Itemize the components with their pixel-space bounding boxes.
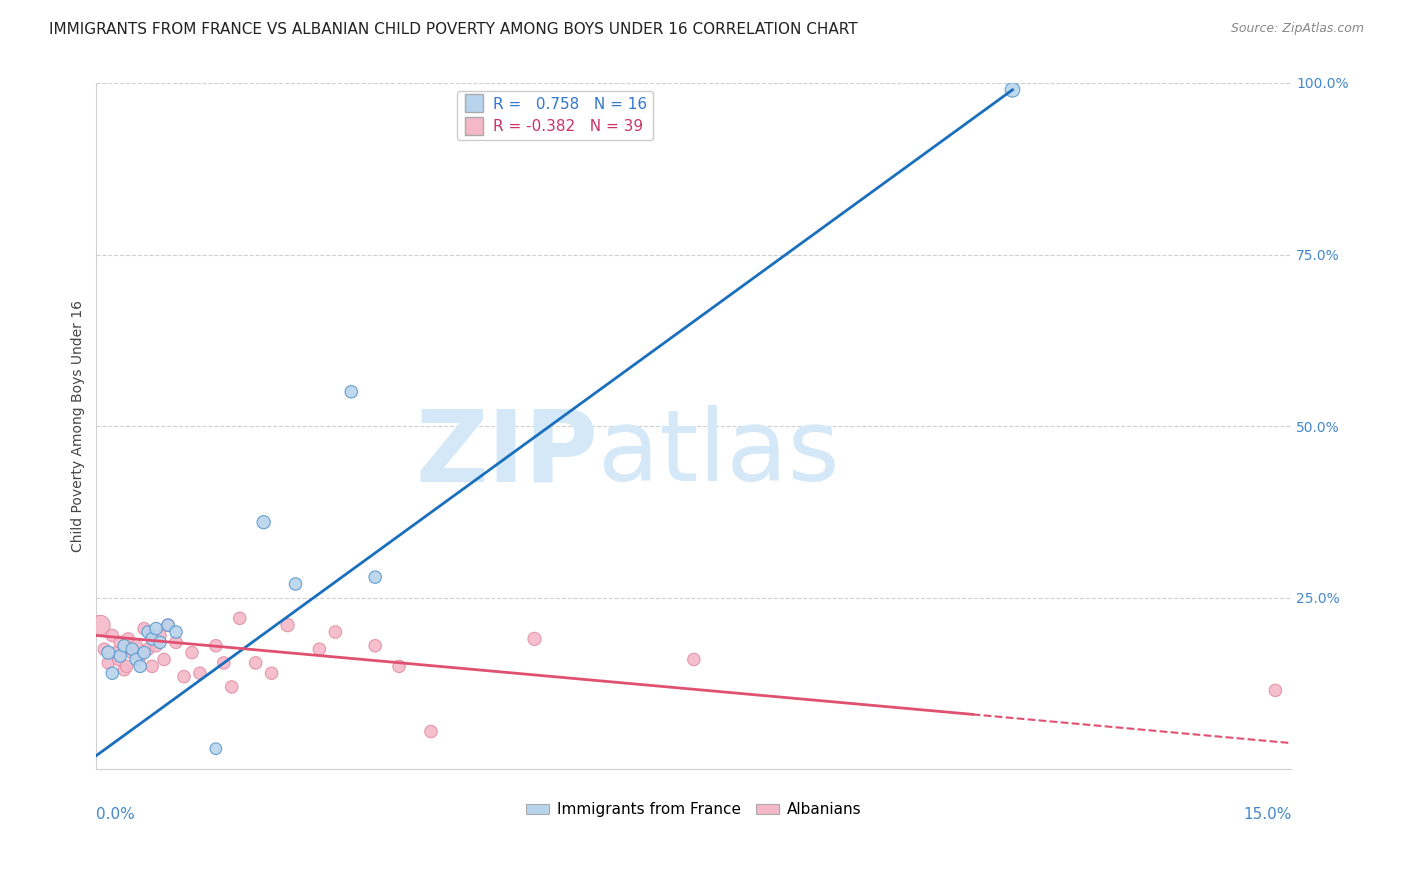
Point — [523, 632, 546, 646]
Point — [117, 632, 139, 646]
Point — [107, 652, 129, 666]
Text: 0.0%: 0.0% — [97, 807, 135, 822]
Text: IMMIGRANTS FROM FRANCE VS ALBANIAN CHILD POVERTY AMONG BOYS UNDER 16 CORRELATION: IMMIGRANTS FROM FRANCE VS ALBANIAN CHILD… — [49, 22, 858, 37]
Text: 15.0%: 15.0% — [1243, 807, 1291, 822]
Point — [245, 656, 267, 670]
Point — [173, 670, 195, 684]
Point — [682, 652, 704, 666]
Point — [93, 642, 115, 657]
Point — [112, 639, 135, 653]
Point — [157, 618, 180, 632]
Point — [165, 625, 187, 640]
Point — [136, 625, 159, 640]
Point — [325, 625, 347, 640]
Point — [141, 659, 163, 673]
Point — [340, 384, 363, 399]
Point — [134, 622, 156, 636]
Point — [97, 646, 120, 660]
Point — [188, 666, 211, 681]
Point — [112, 663, 135, 677]
Point — [181, 646, 204, 660]
Point — [388, 659, 411, 673]
Point — [136, 642, 159, 657]
Point — [364, 570, 387, 584]
Point — [364, 639, 387, 653]
Point — [205, 741, 228, 756]
Point — [221, 680, 243, 694]
Point — [420, 724, 443, 739]
Point — [153, 652, 176, 666]
Point — [229, 611, 252, 625]
Text: Source: ZipAtlas.com: Source: ZipAtlas.com — [1230, 22, 1364, 36]
Point — [253, 515, 276, 529]
Point — [260, 666, 283, 681]
Legend: Immigrants from France, Albanians: Immigrants from France, Albanians — [520, 797, 868, 823]
Point — [284, 577, 307, 591]
Y-axis label: Child Poverty Among Boys Under 16: Child Poverty Among Boys Under 16 — [72, 300, 86, 552]
Point — [1001, 83, 1024, 97]
Point — [110, 648, 132, 663]
Text: atlas: atlas — [598, 405, 839, 502]
Point — [129, 659, 152, 673]
Text: ZIP: ZIP — [415, 405, 598, 502]
Point — [149, 635, 172, 649]
Point — [157, 618, 180, 632]
Point — [145, 622, 167, 636]
Point — [145, 639, 167, 653]
Point — [141, 632, 163, 646]
Point — [277, 618, 299, 632]
Point — [125, 652, 148, 666]
Point — [129, 648, 152, 663]
Point — [1264, 683, 1286, 698]
Point — [101, 666, 124, 681]
Point — [110, 635, 132, 649]
Point — [125, 639, 148, 653]
Point — [205, 639, 228, 653]
Point — [121, 642, 143, 657]
Point — [212, 656, 235, 670]
Point — [121, 646, 143, 660]
Point — [89, 618, 111, 632]
Point — [165, 635, 187, 649]
Point — [149, 628, 172, 642]
Point — [134, 646, 156, 660]
Point — [101, 628, 124, 642]
Point — [105, 646, 128, 660]
Point — [308, 642, 330, 657]
Point — [115, 659, 138, 673]
Point — [97, 656, 120, 670]
